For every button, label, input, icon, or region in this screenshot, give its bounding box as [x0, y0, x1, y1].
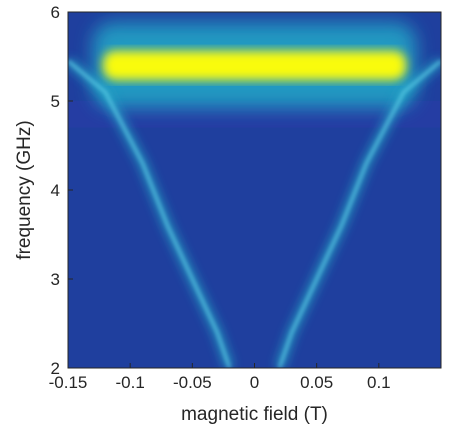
x-tick-label: 0.1	[367, 373, 391, 392]
x-tick-label: 0.05	[300, 373, 333, 392]
y-tick-label: 4	[51, 181, 60, 200]
y-tick-label: 6	[51, 3, 60, 22]
x-tick-label: -0.15	[49, 373, 88, 392]
curved-branch-left	[68, 59, 231, 368]
x-axis-label: magnetic field (T)	[181, 404, 328, 425]
heatmap-plot-area	[68, 12, 441, 368]
x-tick-label: -0.1	[116, 373, 145, 392]
x-tick-label: 0	[250, 373, 259, 392]
y-tick-label: 2	[51, 359, 60, 378]
curved-branch-right	[278, 59, 441, 368]
x-axis: -0.15 -0.1 -0.05 0 0.05 0.1	[49, 363, 391, 392]
broad-band-core	[102, 50, 407, 81]
y-tick-label: 3	[51, 270, 60, 289]
y-axis-label: frequency (GHz)	[14, 120, 35, 259]
y-axis: 2 3 4 5 6	[51, 3, 73, 378]
x-tick-label: -0.05	[173, 373, 212, 392]
y-tick-label: 5	[51, 92, 60, 111]
